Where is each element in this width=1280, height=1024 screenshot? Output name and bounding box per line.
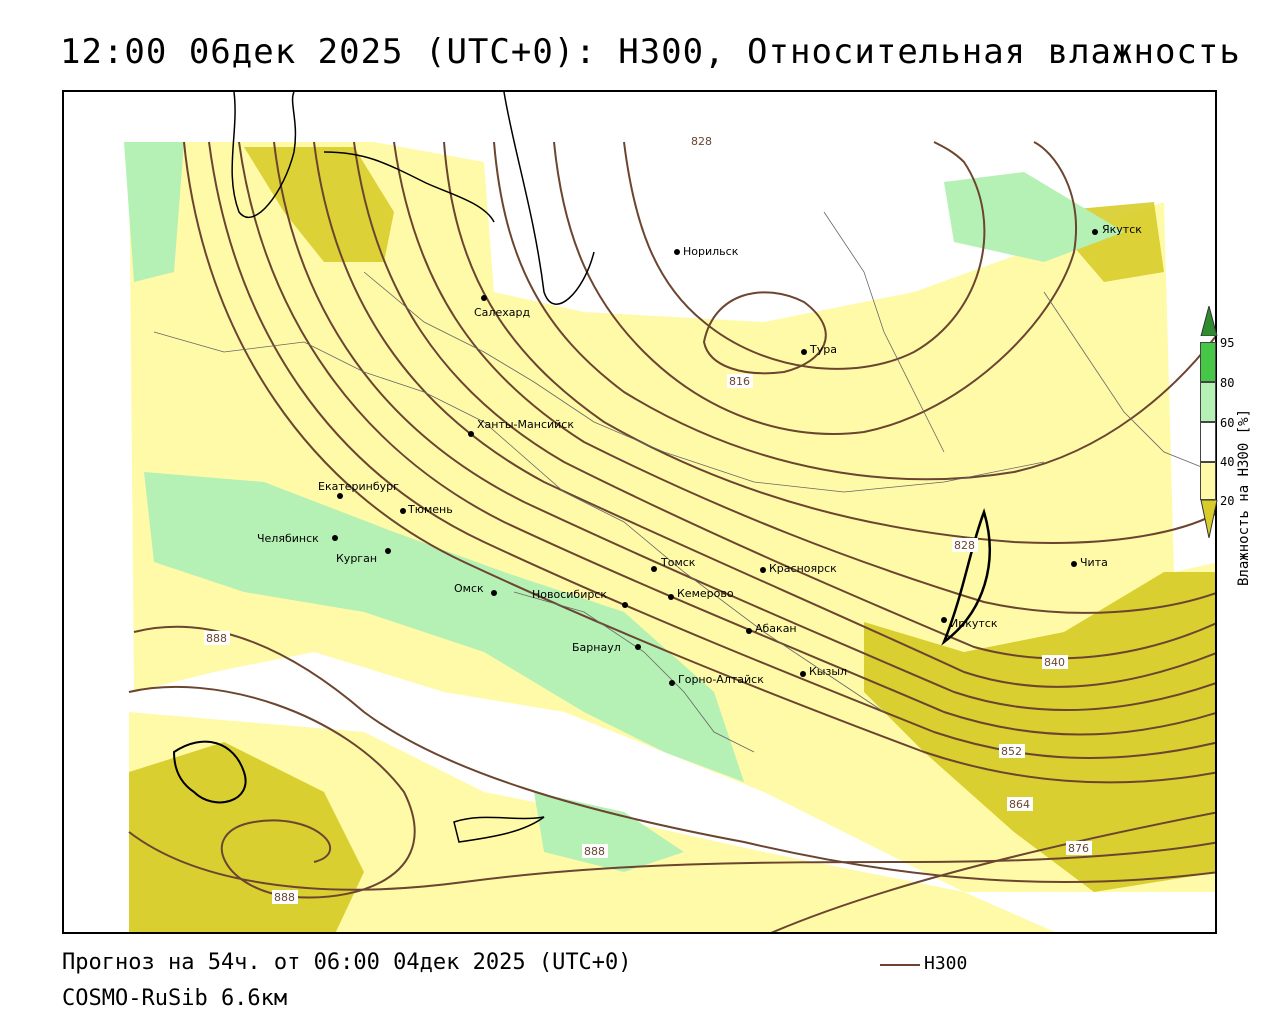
city-label-tura: Тура	[809, 343, 837, 356]
humidity-area-green-north	[124, 142, 184, 282]
isoline-label: 852	[1001, 745, 1022, 758]
isoline-label: 864	[1009, 798, 1030, 811]
city-label-krasnoyarsk: Красноярск	[769, 562, 837, 575]
isoline	[208, 141, 1215, 759]
colorbar-tick-label: 20	[1220, 494, 1235, 508]
map-canvas: Якутск Норильск Салехард Тура Ханты-Манс…	[124, 92, 1215, 932]
isoline	[313, 141, 1215, 688]
isoline	[553, 141, 1077, 435]
coastlines	[172, 92, 991, 843]
colorbar-tick-label: 80	[1220, 376, 1235, 390]
isoline	[493, 141, 1215, 481]
city-label-abakan: Абакан	[755, 622, 797, 635]
map-title: 12:00 06дек 2025 (UTC+0): H300, Относите…	[60, 32, 1241, 72]
isoline-label: 888	[206, 632, 227, 645]
colorbar-segment-40-60	[1200, 422, 1216, 462]
isoline	[393, 141, 1215, 614]
isoline-labels: 828 816 828 840 852 864 876 888 888 888	[204, 134, 1092, 904]
city-label-kyzyl: Кызыл	[809, 665, 847, 678]
forecast-info: Прогноз на 54ч. от 06:00 04дек 2025 (UTC…	[62, 950, 632, 975]
city-label-kemerovo: Кемерово	[677, 587, 734, 600]
colorbar-title: Влажность на H300 [%]	[1236, 408, 1252, 586]
colorbar-tick-label: 40	[1220, 455, 1235, 469]
h300-isolines	[128, 141, 1215, 932]
city-label-omsk: Омск	[454, 582, 484, 595]
humidity-area-dark-west	[244, 147, 394, 262]
isoline	[128, 831, 1215, 891]
colorbar-tick-label: 60	[1220, 416, 1235, 430]
city-label-norilsk: Норильск	[683, 245, 739, 258]
isoline-label: 816	[729, 375, 750, 388]
isoline-label: 876	[1068, 842, 1089, 855]
city-label-tyumen: Тюмень	[407, 503, 453, 516]
city-label-irkutsk: Иркутск	[950, 617, 998, 630]
colorbar-segment-80-95	[1200, 342, 1216, 382]
humidity-area-dark-sw	[129, 742, 364, 932]
admin-borders	[153, 211, 1215, 753]
city-label-kurgan: Курган	[336, 552, 377, 565]
isoline	[238, 141, 1215, 736]
city-markers	[332, 229, 1098, 686]
city-label-chelyabinsk: Челябинск	[257, 532, 319, 545]
humidity-area-green-belt	[144, 472, 744, 782]
city-label-novosibirsk: Новосибирск	[532, 588, 607, 601]
isoline-label: 828	[954, 539, 975, 552]
isoline	[770, 811, 1215, 932]
colorbar-segment-20-40	[1200, 462, 1216, 500]
isoline-label: 888	[584, 845, 605, 858]
isoline-label: 840	[1044, 656, 1065, 669]
forecast-map: Якутск Норильск Салехард Тура Ханты-Манс…	[62, 90, 1217, 934]
isoline-label: 828	[691, 135, 712, 148]
isoline	[623, 141, 986, 370]
city-label-khanty-mansiysk: Ханты-Мансийск	[477, 418, 574, 431]
isoline	[353, 141, 1215, 660]
humidity-area-green-northeast	[944, 172, 1124, 262]
colorbar-tick-label: 95	[1220, 336, 1235, 350]
isoline	[443, 141, 1215, 544]
city-labels: Якутск Норильск Салехард Тура Ханты-Манс…	[257, 223, 1142, 686]
h300-legend-label: H300	[924, 953, 968, 974]
isoline	[183, 141, 1215, 784]
humidity-area-green-south	[534, 792, 684, 872]
colorbar-top-arrow	[1200, 306, 1218, 336]
colorbar-bottom-arrow	[1200, 500, 1218, 538]
city-label-barnaul: Барнаул	[572, 641, 621, 654]
h300-legend-line	[880, 964, 920, 966]
colorbar-segment-60-80	[1200, 382, 1216, 422]
city-label-tomsk: Томск	[660, 556, 696, 569]
city-label-yakutsk: Якутск	[1102, 223, 1142, 236]
model-name: COSMO-RuSib 6.6км	[62, 986, 288, 1011]
city-label-salekhard: Салехард	[474, 306, 530, 319]
isoline	[133, 625, 1215, 883]
city-label-gorno-altaysk: Горно-Алтайск	[678, 673, 764, 686]
city-label-yekaterinburg: Екатеринбург	[318, 480, 399, 493]
isoline	[128, 685, 416, 899]
isoline-label: 888	[274, 891, 295, 904]
city-label-chita: Чита	[1080, 556, 1108, 569]
isoline	[702, 291, 827, 375]
